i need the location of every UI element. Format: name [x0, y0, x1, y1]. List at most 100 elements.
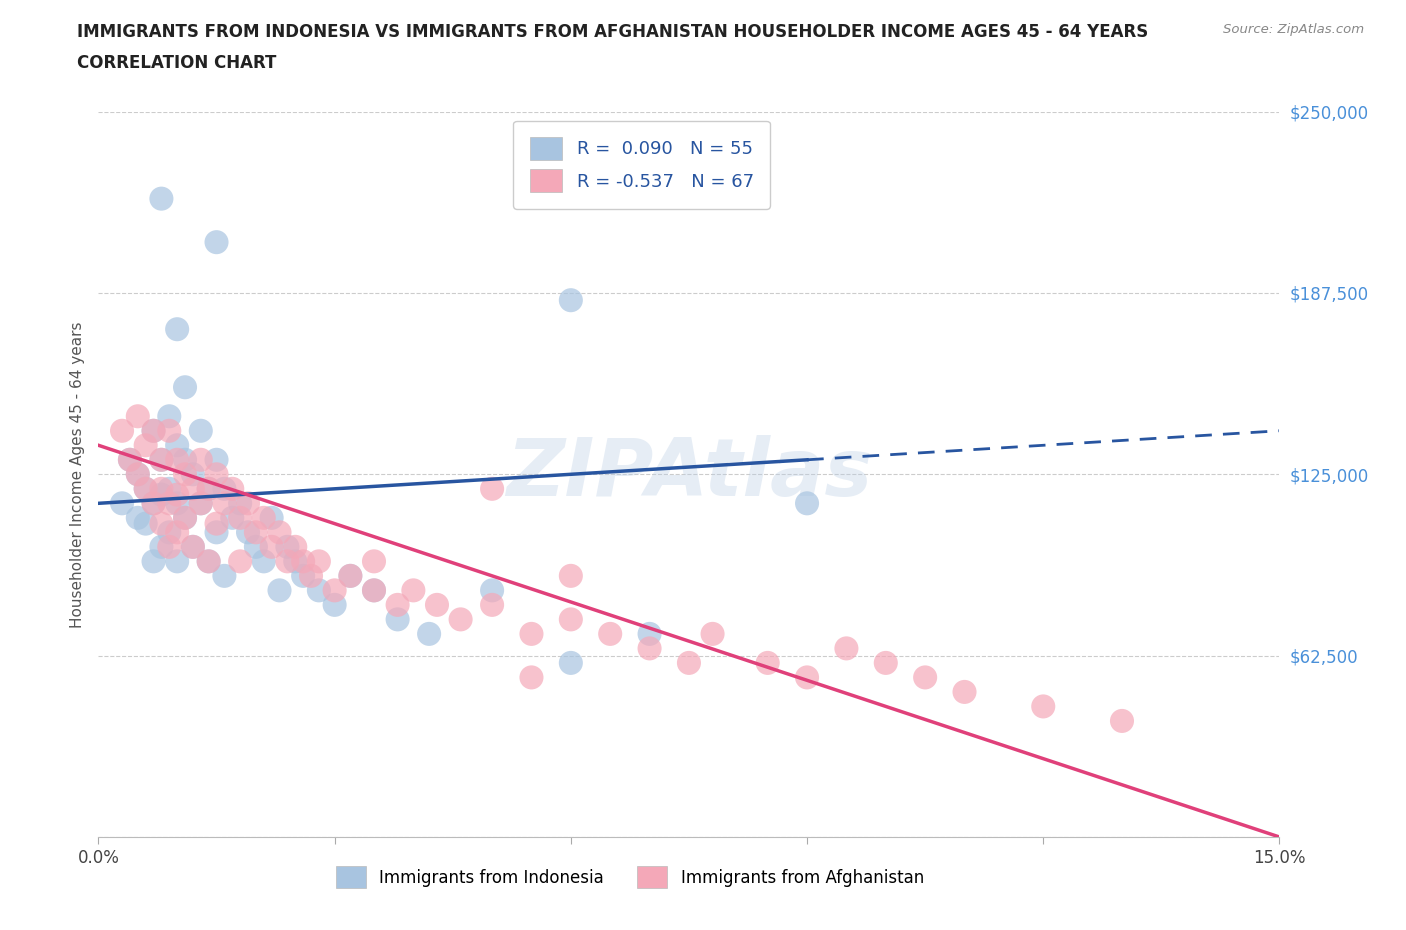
Point [197, 482, 219, 497]
Point [197, 482, 219, 497]
Point [678, 656, 700, 671]
Point [253, 554, 276, 569]
Point [221, 482, 243, 497]
Point [229, 554, 252, 569]
Point [157, 482, 180, 497]
Point [1111, 713, 1133, 728]
Point [190, 496, 212, 511]
Point [181, 482, 204, 497]
Point [638, 627, 661, 642]
Point [260, 539, 283, 554]
Point [229, 511, 252, 525]
Point [205, 452, 228, 467]
Point [142, 423, 165, 438]
Point [796, 670, 818, 684]
Point [363, 583, 385, 598]
Point [166, 452, 188, 467]
Point [260, 511, 283, 525]
Point [214, 496, 236, 511]
Point [387, 597, 409, 612]
Text: Source: ZipAtlas.com: Source: ZipAtlas.com [1223, 23, 1364, 36]
Point [363, 554, 385, 569]
Point [118, 452, 141, 467]
Point [197, 554, 219, 569]
Point [339, 568, 361, 583]
Text: IMMIGRANTS FROM INDONESIA VS IMMIGRANTS FROM AFGHANISTAN HOUSEHOLDER INCOME AGES: IMMIGRANTS FROM INDONESIA VS IMMIGRANTS … [77, 23, 1149, 41]
Point [253, 511, 276, 525]
Point [135, 516, 157, 531]
Point [363, 583, 385, 598]
Point [118, 452, 141, 467]
Point [157, 539, 180, 554]
Point [292, 554, 315, 569]
Point [299, 568, 322, 583]
Point [236, 496, 259, 511]
Point [245, 525, 267, 539]
Point [174, 379, 197, 394]
Point [157, 409, 180, 424]
Point [520, 627, 543, 642]
Point [157, 496, 180, 511]
Point [481, 583, 503, 598]
Point [236, 525, 259, 539]
Point [150, 516, 173, 531]
Point [284, 539, 307, 554]
Point [142, 423, 165, 438]
Point [181, 467, 204, 482]
Point [150, 452, 173, 467]
Point [150, 487, 173, 502]
Point [214, 482, 236, 497]
Point [205, 525, 228, 539]
Point [166, 496, 188, 511]
Point [450, 612, 472, 627]
Legend: Immigrants from Indonesia, Immigrants from Afghanistan: Immigrants from Indonesia, Immigrants fr… [322, 853, 938, 901]
Point [292, 568, 315, 583]
Point [387, 612, 409, 627]
Point [269, 525, 291, 539]
Point [157, 525, 180, 539]
Point [150, 452, 173, 467]
Point [190, 452, 212, 467]
Point [269, 583, 291, 598]
Point [127, 511, 149, 525]
Point [150, 192, 173, 206]
Point [135, 482, 157, 497]
Point [111, 496, 134, 511]
Point [245, 539, 267, 554]
Point [638, 641, 661, 656]
Point [150, 539, 173, 554]
Point [276, 554, 298, 569]
Point [166, 525, 188, 539]
Point [418, 627, 440, 642]
Point [953, 684, 976, 699]
Point [166, 487, 188, 502]
Point [142, 554, 165, 569]
Y-axis label: Householder Income Ages 45 - 64 years: Householder Income Ages 45 - 64 years [69, 321, 84, 628]
Point [166, 438, 188, 453]
Point [190, 423, 212, 438]
Point [166, 322, 188, 337]
Point [308, 583, 330, 598]
Point [142, 496, 165, 511]
Point [174, 467, 197, 482]
Point [174, 511, 197, 525]
Point [181, 539, 204, 554]
Point [426, 597, 449, 612]
Point [1032, 699, 1054, 714]
Point [127, 467, 149, 482]
Point [339, 568, 361, 583]
Point [756, 656, 779, 671]
Point [174, 511, 197, 525]
Point [914, 670, 936, 684]
Point [284, 554, 307, 569]
Point [560, 656, 582, 671]
Point [835, 641, 858, 656]
Point [214, 568, 236, 583]
Point [181, 539, 204, 554]
Point [150, 482, 173, 497]
Point [560, 568, 582, 583]
Point [127, 467, 149, 482]
Point [323, 597, 346, 612]
Point [481, 482, 503, 497]
Point [308, 554, 330, 569]
